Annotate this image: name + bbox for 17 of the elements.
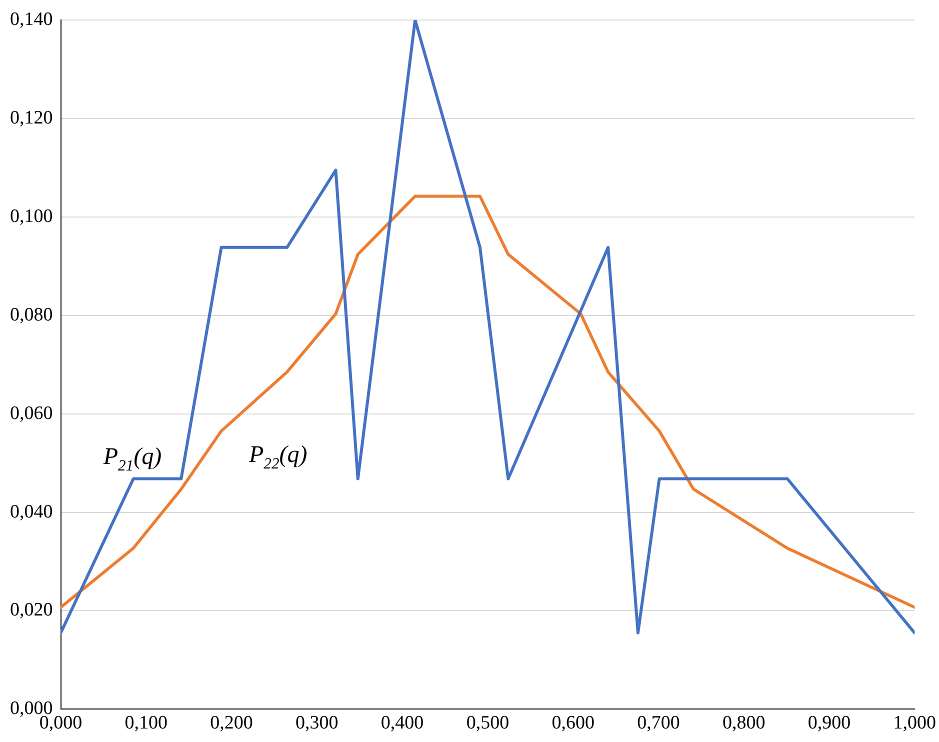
y-tick-label: 0,120 bbox=[10, 107, 53, 128]
x-tick-label: 0,600 bbox=[552, 712, 594, 734]
x-tick-label: 0,800 bbox=[722, 712, 766, 734]
y-tick-label: 0,100 bbox=[10, 206, 53, 227]
x-tick-label: 0,200 bbox=[210, 712, 253, 734]
x-tick-label: 0,400 bbox=[380, 712, 424, 734]
x-tick-label: 0,500 bbox=[466, 712, 510, 734]
x-tick-label: 0,900 bbox=[808, 712, 851, 734]
x-tick-label: 0,100 bbox=[124, 712, 168, 734]
x-tick-label: 0,300 bbox=[296, 712, 338, 734]
y-tick-label: 0,020 bbox=[10, 600, 53, 621]
x-tick-label: 1,000 bbox=[893, 712, 936, 734]
y-tick-label: 0,040 bbox=[10, 501, 53, 522]
x-tick-label: 0,700 bbox=[637, 712, 680, 734]
y-tick-label: 0,140 bbox=[10, 8, 53, 30]
y-tick-label: 0,080 bbox=[10, 304, 53, 326]
y-tick-label: 0,060 bbox=[10, 402, 53, 424]
